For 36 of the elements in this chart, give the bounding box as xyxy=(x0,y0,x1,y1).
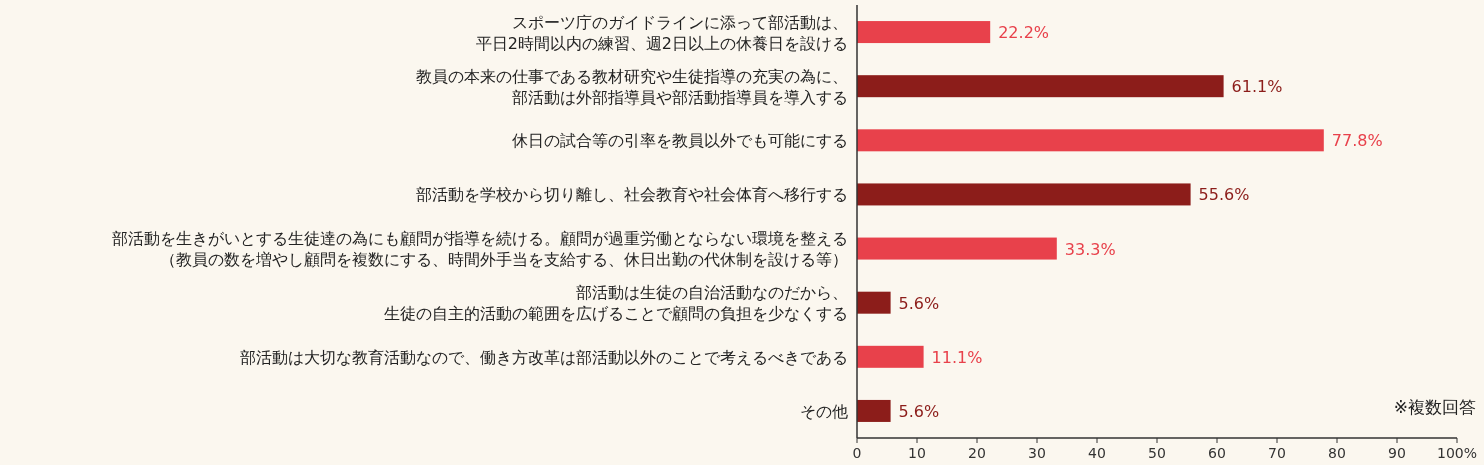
x-tick-label: 0 xyxy=(852,445,862,461)
x-tick-label: 20 xyxy=(968,445,986,461)
y-tick-label: 部活動は生徒の自治活動なのだから、生徒の自主的活動の範囲を広げることで顧問の負担を少なくする xyxy=(384,283,848,324)
y-tick-label: 教員の本来の仕事である教材研究や生徒指導の充実の為に、部活動は外部指導員や部活動指導員を導入する xyxy=(416,66,848,107)
bar xyxy=(857,345,924,368)
data-label: 55.6% xyxy=(1198,185,1250,205)
x-tick-label: 100% xyxy=(1436,445,1478,461)
bar xyxy=(857,75,1224,98)
data-label: 22.2% xyxy=(998,23,1050,43)
bar xyxy=(857,21,991,44)
x-tick-label: 60 xyxy=(1208,445,1226,461)
y-tick-label: その他 xyxy=(800,401,848,421)
data-label: 33.3% xyxy=(1064,239,1116,259)
x-tick-label: 10 xyxy=(908,445,926,461)
bar xyxy=(857,237,1057,260)
x-tick-label: 50 xyxy=(1148,445,1166,461)
y-tick-label: 部活動は大切な教育活動なので、働き方改革は部活動以外のことで考えるべきである xyxy=(240,347,848,367)
bar xyxy=(857,399,891,422)
data-label: 77.8% xyxy=(1331,131,1383,151)
x-tick-label: 90 xyxy=(1388,445,1406,461)
annotation: ※複数回答 xyxy=(1393,397,1476,417)
bar xyxy=(857,129,1324,152)
data-label: 5.6% xyxy=(898,401,940,421)
x-tick-label: 70 xyxy=(1268,445,1286,461)
x-tick-label: 80 xyxy=(1328,445,1346,461)
y-tick-label: 休日の試合等の引率を教員以外でも可能にする xyxy=(512,131,848,151)
y-tick-label: 部活動を学校から切り離し、社会教育や社会体育へ移行する xyxy=(416,185,848,205)
bar xyxy=(857,291,891,314)
data-label: 61.1% xyxy=(1231,77,1283,97)
bar xyxy=(857,183,1191,206)
x-tick-label: 40 xyxy=(1088,445,1106,461)
y-tick-label: 部活動を生きがいとする生徒達の為にも顧問が指導を続ける。顧問が過重労働とならない環境を整える（教員の数を増やし顧問を複数にする、時間外手当を支給する、休日出勤の代休制を設ける等） xyxy=(112,229,848,270)
y-tick-label: スポーツ庁のガイドラインに添って部活動は、平日2時間以内の練習、週2日以上の休養日を設ける xyxy=(475,12,848,53)
x-tick-label: 30 xyxy=(1028,445,1046,461)
data-label: 5.6% xyxy=(898,293,940,313)
data-label: 11.1% xyxy=(931,347,983,367)
